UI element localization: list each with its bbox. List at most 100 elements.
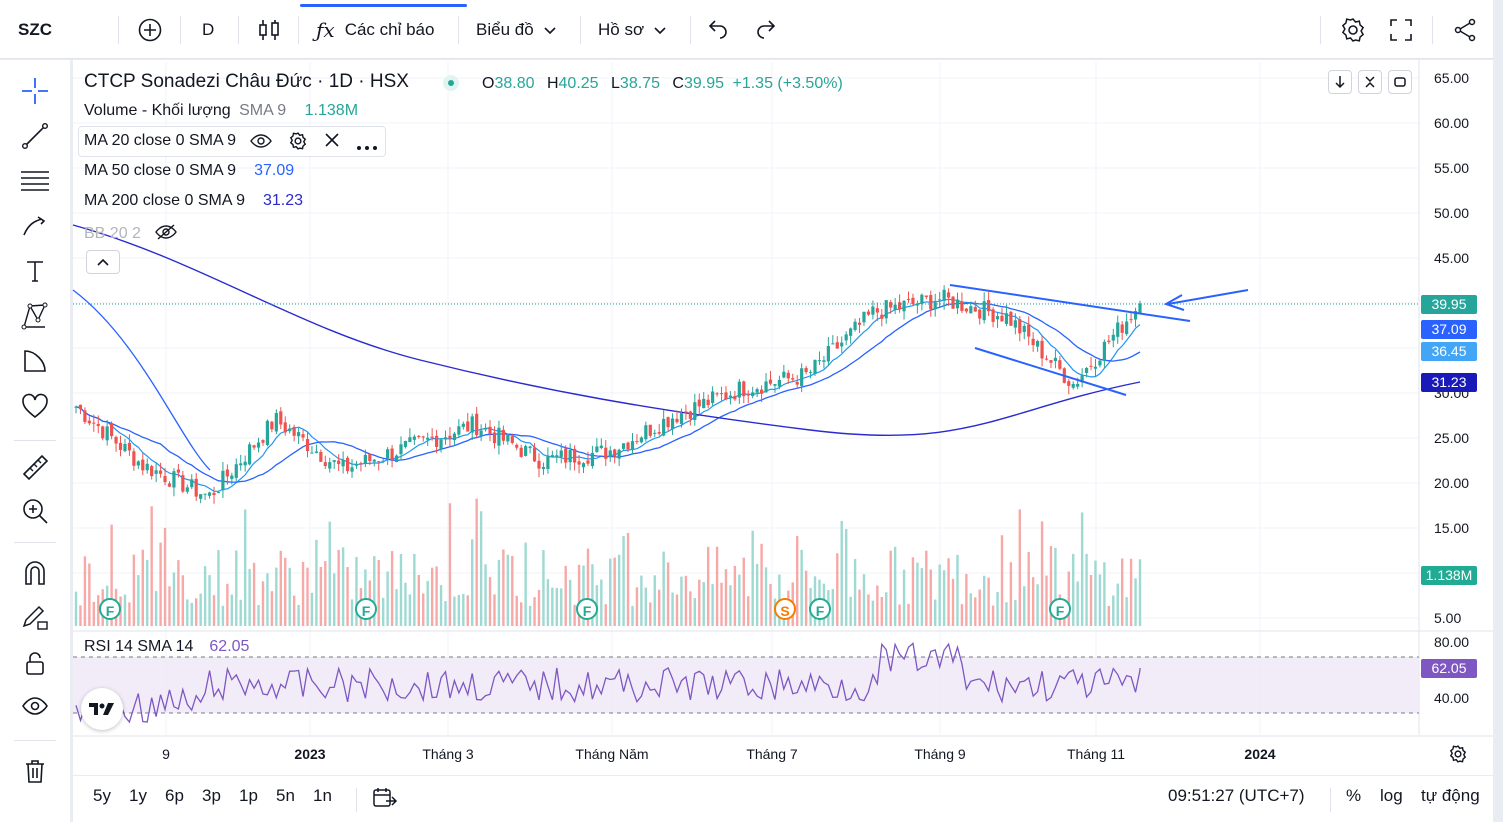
divider — [580, 16, 581, 44]
text-tool[interactable] — [16, 252, 54, 290]
volume-tag: 1.138M — [1421, 566, 1477, 585]
rsi-legend[interactable]: RSI 14 SMA 14 62.05 — [84, 638, 249, 656]
more-icon[interactable] — [356, 138, 378, 156]
calendar-arrow-icon — [373, 788, 398, 807]
open-value: 38.80 — [494, 75, 535, 92]
ma200-legend[interactable]: MA 200 close 0 SMA 9 31.23 — [84, 192, 303, 210]
price-axis-tick: 25.00 — [1434, 430, 1470, 446]
volume-legend[interactable]: Volume - Khối lượng SMA 9 1.138M — [84, 102, 358, 120]
clock-timezone[interactable]: 09:51:27 (UTC+7) — [1168, 786, 1305, 805]
zoom-tool[interactable] — [16, 492, 54, 530]
rsi-axis-tick: 80.00 — [1434, 634, 1470, 650]
log-scale-toggle[interactable]: log — [1380, 786, 1403, 805]
split-event-badge[interactable]: S — [774, 598, 796, 620]
redo-button[interactable] — [754, 10, 778, 50]
percent-scale-toggle[interactable]: % — [1346, 786, 1362, 805]
price-axis-tick: 15.00 — [1434, 520, 1470, 536]
divider — [118, 16, 119, 44]
stay-drawing-tool[interactable] — [16, 598, 54, 636]
range-6p[interactable]: 6p — [165, 786, 184, 805]
goto-date-button[interactable] — [372, 786, 398, 815]
bb-label: BB 20 2 — [84, 225, 141, 242]
range-1p[interactable]: 1p — [239, 786, 258, 805]
gear-icon[interactable] — [1448, 744, 1468, 769]
rsi-tag: 62.05 — [1421, 659, 1477, 678]
dividend-event-badge[interactable]: F — [99, 598, 121, 620]
ma20-legend-row[interactable] — [78, 126, 386, 157]
fib-tool[interactable] — [16, 162, 54, 200]
trend-line-icon — [22, 123, 49, 150]
price-axis-tick: 50.00 — [1434, 205, 1470, 221]
pattern-tool[interactable] — [16, 297, 54, 335]
price-axis-tick: 45.00 — [1434, 250, 1470, 266]
collapse-pane-button[interactable] — [1358, 70, 1382, 94]
brush-tool[interactable] — [16, 207, 54, 245]
high-label: H — [546, 75, 559, 92]
move-pane-down-button[interactable] — [1328, 70, 1352, 94]
prediction-tool[interactable] — [16, 342, 54, 380]
range-1n[interactable]: 1n — [313, 786, 332, 805]
chart-type-menu[interactable]: Biểu đồ — [476, 10, 560, 50]
close-icon[interactable] — [324, 132, 340, 153]
change-value: +1.35 (+3.50%) — [732, 75, 843, 92]
favorites-tool[interactable] — [16, 387, 54, 425]
tradingview-logo[interactable] — [81, 688, 123, 730]
divider — [14, 740, 56, 741]
remove-drawings-tool[interactable] — [16, 752, 54, 790]
lock-icon — [26, 652, 44, 675]
dividend-event-badge[interactable]: F — [355, 598, 377, 620]
divider — [298, 16, 299, 44]
maximize-pane-button[interactable] — [1388, 70, 1412, 94]
hide-drawings-tool[interactable] — [16, 687, 54, 725]
dividend-event-badge[interactable]: F — [1049, 598, 1071, 620]
collapse-icon — [1365, 76, 1375, 88]
symbol-search-button[interactable]: SZC — [18, 20, 52, 39]
eye-icon[interactable] — [250, 131, 272, 156]
ma50-price-tag: 37.09 — [1421, 320, 1477, 339]
close-value: 39.95 — [683, 75, 725, 92]
undo-button[interactable] — [706, 10, 730, 50]
ma200-value: 31.23 — [262, 192, 304, 209]
lock-tool[interactable] — [16, 644, 54, 682]
auto-scale-toggle[interactable]: tự động — [1421, 786, 1480, 805]
ma200-price-tag: 31.23 — [1421, 373, 1477, 392]
divider — [14, 440, 56, 441]
chart-style-button[interactable] — [256, 10, 282, 50]
crosshair-tool[interactable] — [16, 72, 54, 110]
chevron-up-icon — [97, 258, 109, 266]
fib-lines-icon — [21, 171, 49, 191]
share-button[interactable] — [1452, 10, 1478, 50]
indicators-button[interactable]: ƒx Các chỉ báo — [316, 10, 434, 50]
ma20-price-tag: 36.45 — [1421, 342, 1477, 361]
compare-symbol-button[interactable] — [136, 10, 164, 50]
dividend-event-badge[interactable]: F — [809, 598, 831, 620]
close-label: C — [672, 75, 684, 92]
collapse-legend-button[interactable] — [86, 250, 120, 274]
time-axis-label: 9 — [162, 746, 170, 762]
divider — [238, 16, 239, 44]
rsi-label: RSI 14 SMA 14 — [84, 638, 194, 655]
gear-icon[interactable] — [288, 131, 308, 156]
divider — [458, 16, 459, 44]
interval-button[interactable]: D — [202, 20, 215, 39]
range-5y[interactable]: 5y — [93, 786, 111, 805]
zoom-in-icon — [23, 499, 48, 524]
bb-legend[interactable]: BB 20 2 — [84, 222, 178, 243]
magnet-tool[interactable] — [16, 554, 54, 592]
fullscreen-button[interactable] — [1388, 10, 1414, 50]
ma50-value: 37.09 — [254, 162, 295, 179]
chevron-down-icon — [654, 27, 666, 35]
measure-tool[interactable] — [16, 448, 54, 486]
trend-line-tool[interactable] — [16, 117, 54, 155]
range-5n[interactable]: 5n — [276, 786, 295, 805]
settings-button[interactable] — [1339, 10, 1367, 50]
divider — [690, 16, 691, 44]
dividend-event-badge[interactable]: F — [576, 598, 598, 620]
range-3p[interactable]: 3p — [202, 786, 221, 805]
share-icon — [1454, 18, 1476, 42]
rsi-value: 62.05 — [209, 638, 250, 655]
range-1y[interactable]: 1y — [129, 786, 147, 805]
ma50-legend[interactable]: MA 50 close 0 SMA 9 37.09 — [84, 162, 294, 180]
crosshair-icon — [22, 78, 48, 104]
profile-menu[interactable]: Hồ sơ — [598, 10, 670, 50]
